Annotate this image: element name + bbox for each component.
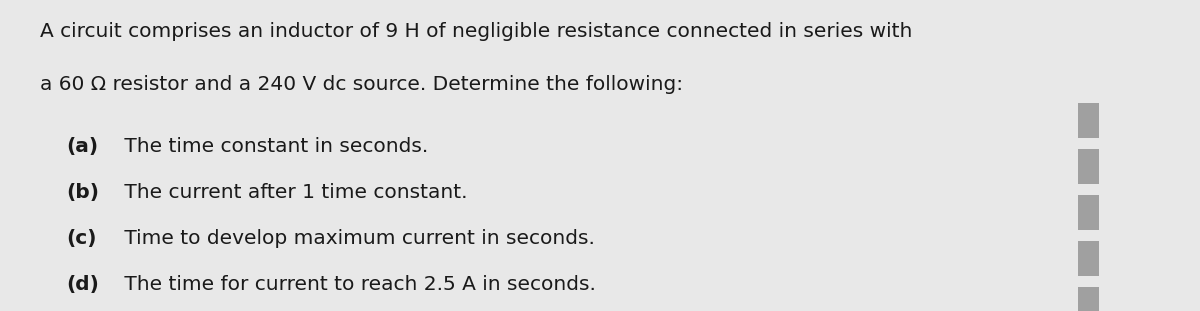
FancyBboxPatch shape [1078, 287, 1099, 311]
FancyBboxPatch shape [1078, 241, 1099, 276]
Text: The time for current to reach 2.5 A in seconds.: The time for current to reach 2.5 A in s… [118, 275, 595, 294]
Text: (d): (d) [66, 275, 98, 294]
Text: (c): (c) [66, 229, 96, 248]
FancyBboxPatch shape [1078, 103, 1099, 138]
FancyBboxPatch shape [1078, 149, 1099, 184]
FancyBboxPatch shape [1078, 195, 1099, 230]
Text: a 60 Ω resistor and a 240 V dc source. Determine the following:: a 60 Ω resistor and a 240 V dc source. D… [40, 75, 683, 94]
Text: The time constant in seconds.: The time constant in seconds. [118, 137, 428, 156]
Text: The current after 1 time constant.: The current after 1 time constant. [118, 183, 467, 202]
Text: Time to develop maximum current in seconds.: Time to develop maximum current in secon… [118, 229, 594, 248]
Text: A circuit comprises an inductor of 9 H of negligible resistance connected in ser: A circuit comprises an inductor of 9 H o… [40, 22, 912, 41]
Text: (a): (a) [66, 137, 98, 156]
Text: (b): (b) [66, 183, 98, 202]
